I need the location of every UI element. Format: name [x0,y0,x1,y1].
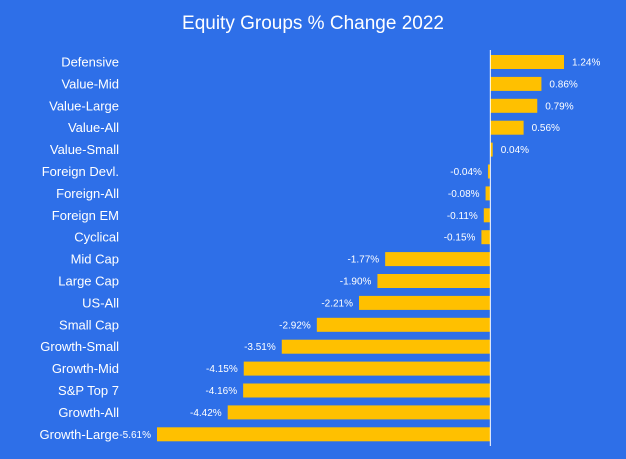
bar-value-small [490,142,493,157]
category-labels: Defensive Value-Mid Value-Large Value-All Va… [40,55,120,442]
bars-layer [157,55,564,442]
bar-growth-large [157,427,491,442]
value-label-cyclical: -0.15% [444,233,476,244]
bar-value-all [490,120,524,135]
category-label-s-p-top-7: S&P Top 7 [58,383,119,398]
category-label-value-mid: Value-Mid [61,76,119,91]
bar-growth-all [227,405,491,420]
value-label-s-p-top-7: -4.16% [205,386,237,397]
bar-foreign-em [483,208,491,223]
value-label-foreign-all: -0.08% [448,189,480,200]
value-label-growth-small: -3.51% [244,342,276,353]
value-label-large-cap: -1.90% [340,277,372,288]
value-label-defensive: 1.24% [572,58,600,69]
category-label-small-cap: Small Cap [59,317,119,332]
value-label-growth-all: -4.42% [190,408,222,419]
category-label-value-small: Value-Small [50,142,119,157]
value-label-foreign-devl: -0.04% [450,167,482,178]
bar-foreign-devl [487,164,491,179]
category-label-foreign-devl: Foreign Devl. [42,164,119,179]
bar-us-all [359,295,491,310]
category-label-growth-small: Growth-Small [40,339,119,354]
bar-mid-cap [385,252,491,267]
bar-growth-small [281,339,491,354]
value-label-value-mid: 0.86% [549,79,577,90]
category-label-us-all: US-All [82,295,119,310]
category-label-growth-large: Growth-Large [40,427,119,442]
value-label-small-cap: -2.92% [279,320,311,331]
bar-small-cap [316,317,491,332]
bar-value-mid [490,76,542,91]
value-label-mid-cap: -1.77% [347,255,379,266]
category-label-mid-cap: Mid Cap [71,252,119,267]
category-label-foreign-all: Foreign-All [56,186,119,201]
value-labels: 1.24% 0.86% 0.79% 0.56%0.04% -0.04% -0.08% -0.… [119,58,600,441]
value-label-value-all: 0.56% [532,123,560,134]
category-label-large-cap: Large Cap [58,274,119,289]
category-label-foreign-em: Foreign EM [52,208,119,223]
value-label-value-small: 0.04% [501,145,529,156]
value-label-growth-large: -5.61% [119,430,151,441]
bar-growth-mid [243,361,491,376]
category-label-cyclical: Cyclical [74,230,119,245]
value-label-growth-mid: -4.15% [206,364,238,375]
category-label-value-all: Value-All [68,120,119,135]
value-label-value-large: 0.79% [545,101,573,112]
bar-s-p-top-7 [243,383,491,398]
bar-large-cap [377,274,491,288]
bar-value-large [490,98,538,113]
category-label-defensive: Defensive [61,55,119,70]
category-label-growth-mid: Growth-Mid [52,361,119,376]
value-label-foreign-em: -0.11% [447,211,478,222]
bar-foreign-all [485,186,491,201]
bar-cyclical [481,230,491,245]
chart-title: Equity Groups % Change 2022 [182,13,444,34]
category-label-value-large: Value-Large [49,98,119,113]
bar-defensive [490,55,564,69]
value-label-us-all: -2.21% [321,298,353,309]
category-label-growth-all: Growth-All [58,405,119,420]
